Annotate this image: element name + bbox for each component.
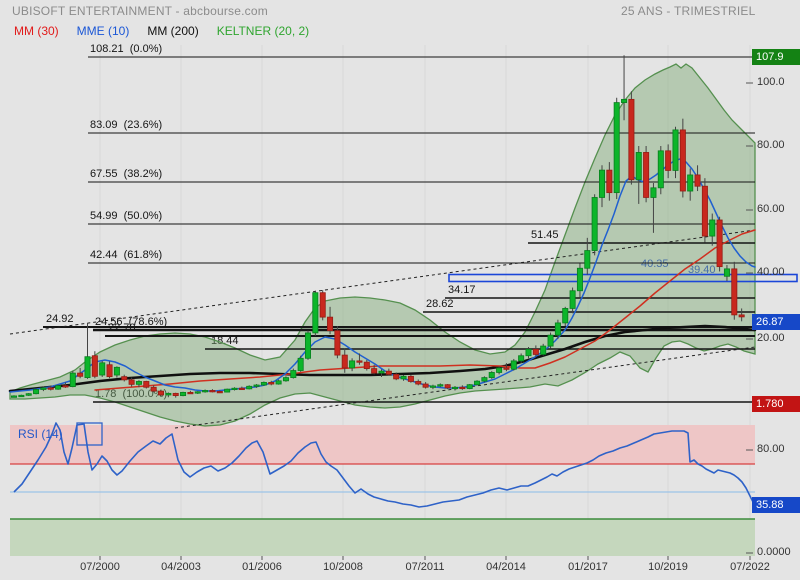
indicator-legend: MM (30) MME (10) MM (200) KELTNER (20, 2… [14,24,309,38]
legend-keltner: KELTNER (20, 2) [216,24,310,38]
legend-mm200: MM (200) [147,24,199,38]
legend-mme10: MME (10) [76,24,130,38]
fib-label-0: 108.21 (0.0%) [90,43,163,55]
fib-label-4: 42.44 (61.8%) [90,249,163,261]
fib-label-6: 1.78 (100.0%) [95,388,168,400]
fib-label-3: 54.99 (50.0%) [90,210,163,222]
zone-label-0: 40.35 [641,258,669,270]
price-level-label-3: 24.92 [46,313,74,325]
fib-label-2: 67.55 (38.2%) [90,168,163,180]
price-level-label-1: 34.17 [448,284,476,296]
page-title: UBISOFT ENTERTAINMENT - abcbourse.com [12,4,268,18]
timeframe-title: 25 ANS - TRIMESTRIEL [621,4,756,18]
price-level-label-4: 22.70 [108,322,136,334]
price-level-label-5: 18.44 [211,335,239,347]
price-level-label-2: 28.62 [426,298,454,310]
zone-label-1: 39.40 [688,264,716,276]
price-level-label-0: 51.45 [531,229,559,241]
legend-mm30: MM (30) [14,24,59,38]
fib-label-1: 83.09 (23.6%) [90,119,163,131]
